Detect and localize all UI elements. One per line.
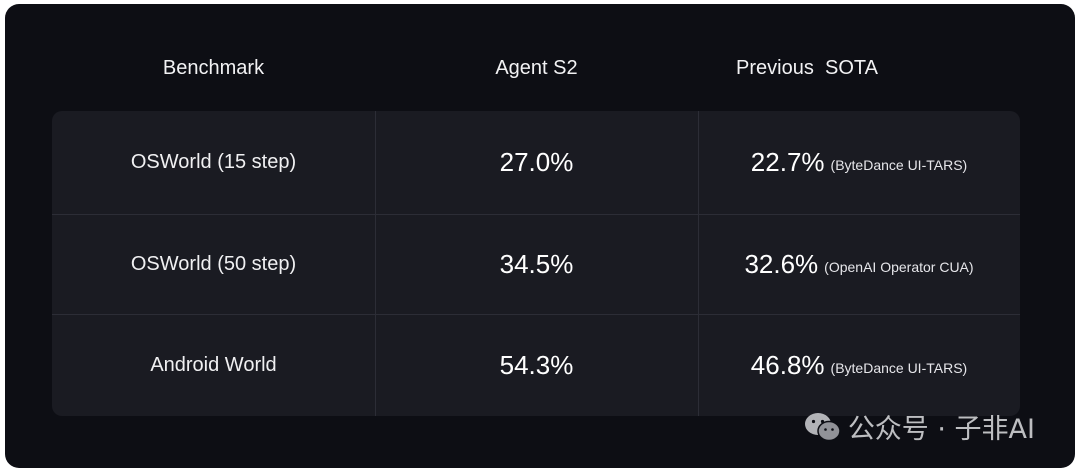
header-previous-sota: Previous SOTA: [736, 57, 878, 79]
benchmark-name: OSWorld (15 step): [130, 151, 297, 173]
benchmark-name: OSWorld (50 step): [130, 253, 297, 275]
header-benchmark: Benchmark: [162, 57, 265, 79]
table-header: Benchmark Agent S2 Previous SOTA: [5, 52, 1075, 84]
table-row: Android World 54.3% 46.8% (ByteDance UI-…: [52, 315, 1020, 416]
agent-s2-score: 34.5%: [499, 249, 574, 279]
benchmark-card: Benchmark Agent S2 Previous SOTA OSWorld…: [5, 4, 1075, 468]
row-divider: [52, 214, 1020, 215]
previous-sota-cell: 32.6% (OpenAI Operator CUA): [698, 215, 1020, 314]
table-row: OSWorld (50 step) 34.5% 32.6% (OpenAI Op…: [52, 215, 1020, 314]
results-table: OSWorld (15 step) 27.0% 22.7% (ByteDance…: [52, 111, 1020, 416]
previous-sota-score: 22.7%: [750, 147, 825, 177]
benchmark-name: Android World: [150, 354, 277, 376]
watermark: 公众号 · 子非AI: [804, 407, 1035, 446]
table-row: OSWorld (15 step) 27.0% 22.7% (ByteDance…: [52, 111, 1020, 214]
wechat-icon: [804, 412, 841, 441]
header-agent-s2: Agent S2: [495, 57, 578, 79]
previous-sota-score: 46.8%: [750, 350, 825, 380]
previous-sota-source: (ByteDance UI-TARS): [830, 359, 968, 376]
previous-sota-cell: 22.7% (ByteDance UI-TARS): [698, 111, 1020, 214]
agent-s2-score: 27.0%: [499, 147, 574, 177]
previous-sota-score: 32.6%: [744, 249, 819, 279]
watermark-text: 公众号 · 子非AI: [847, 414, 1035, 445]
agent-s2-score: 54.3%: [499, 350, 574, 380]
previous-sota-source: (OpenAI Operator CUA): [824, 258, 974, 275]
column-divider: [698, 111, 699, 416]
previous-sota-source: (ByteDance UI-TARS): [830, 156, 968, 173]
previous-sota-cell: 46.8% (ByteDance UI-TARS): [698, 315, 1020, 416]
column-divider: [375, 111, 376, 416]
row-divider: [52, 314, 1020, 315]
